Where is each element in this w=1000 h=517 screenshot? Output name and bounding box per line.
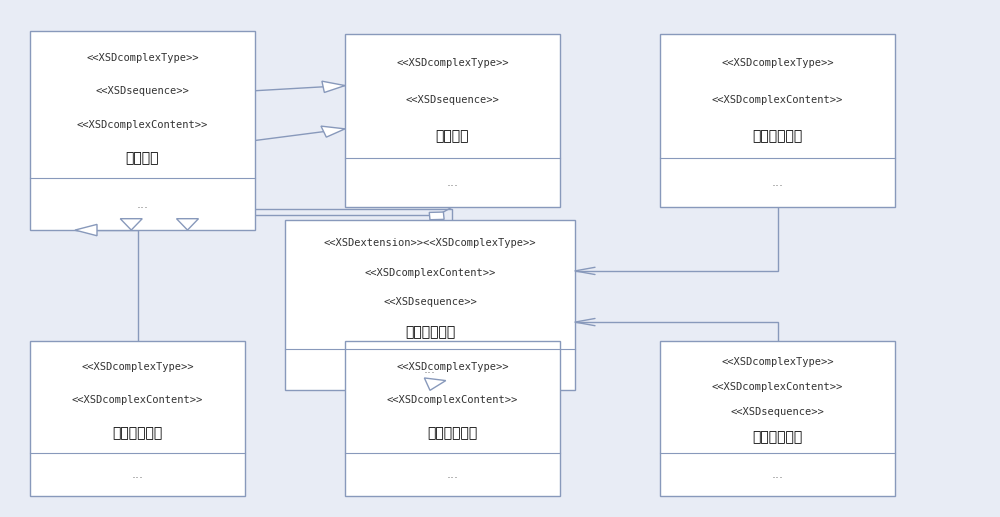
Text: <<XSDsequence>>: <<XSDsequence>> bbox=[406, 95, 499, 104]
Polygon shape bbox=[75, 224, 97, 236]
Text: ...: ... bbox=[772, 176, 784, 189]
Text: <<XSDcomplexType>>: <<XSDcomplexType>> bbox=[721, 58, 834, 68]
Text: 人工任务类型: 人工任务类型 bbox=[112, 426, 163, 440]
Text: <<XSDcomplexContent>>: <<XSDcomplexContent>> bbox=[712, 95, 843, 104]
Text: 任务类型: 任务类型 bbox=[126, 151, 159, 165]
Text: ...: ... bbox=[446, 468, 458, 481]
Polygon shape bbox=[322, 81, 345, 93]
Text: ...: ... bbox=[772, 468, 784, 481]
Text: <<XSDcomplexContent>>: <<XSDcomplexContent>> bbox=[72, 396, 203, 405]
Polygon shape bbox=[120, 219, 142, 230]
Polygon shape bbox=[429, 212, 444, 220]
Text: <<XSDcomplexType>>: <<XSDcomplexType>> bbox=[396, 362, 509, 372]
Bar bbox=[30, 341, 245, 496]
Text: <<XSDcomplexType>>: <<XSDcomplexType>> bbox=[86, 53, 199, 63]
Text: <<XSDcomplexContent>>: <<XSDcomplexContent>> bbox=[364, 268, 496, 278]
Text: <<XSDcomplexContent>>: <<XSDcomplexContent>> bbox=[712, 382, 843, 392]
Text: 循环任务类型: 循环任务类型 bbox=[427, 426, 478, 440]
Text: <<XSDsequence>>: <<XSDsequence>> bbox=[731, 407, 824, 417]
Text: <<XSDextension>><<XSDcomplexType>>: <<XSDextension>><<XSDcomplexType>> bbox=[324, 238, 536, 248]
Bar bbox=[660, 34, 895, 207]
Text: ...: ... bbox=[137, 197, 149, 211]
Text: 顺序任务类型: 顺序任务类型 bbox=[752, 129, 803, 143]
Bar bbox=[660, 341, 895, 496]
Text: ...: ... bbox=[132, 468, 144, 481]
Polygon shape bbox=[424, 378, 446, 390]
Text: ...: ... bbox=[446, 176, 458, 189]
Text: <<XSDcomplexType>>: <<XSDcomplexType>> bbox=[81, 362, 194, 372]
Text: <<XSDcomplexContent>>: <<XSDcomplexContent>> bbox=[77, 120, 208, 130]
Text: <<XSDcomplexType>>: <<XSDcomplexType>> bbox=[396, 58, 509, 68]
Text: 组件类型: 组件类型 bbox=[436, 129, 469, 143]
Text: <<XSDcomplexType>>: <<XSDcomplexType>> bbox=[721, 357, 834, 367]
Polygon shape bbox=[176, 219, 198, 230]
Text: ...: ... bbox=[424, 363, 436, 376]
Polygon shape bbox=[321, 126, 345, 137]
Bar bbox=[285, 220, 575, 390]
Text: 流程定义类型: 流程定义类型 bbox=[752, 431, 803, 445]
Bar bbox=[30, 31, 255, 230]
Bar bbox=[345, 341, 560, 496]
Bar bbox=[345, 34, 560, 207]
Text: <<XSDcomplexContent>>: <<XSDcomplexContent>> bbox=[387, 396, 518, 405]
Text: <<XSDsequence>>: <<XSDsequence>> bbox=[96, 86, 189, 96]
Text: <<XSDsequence>>: <<XSDsequence>> bbox=[383, 297, 477, 307]
Text: 复杂任务类型: 复杂任务类型 bbox=[405, 325, 455, 339]
